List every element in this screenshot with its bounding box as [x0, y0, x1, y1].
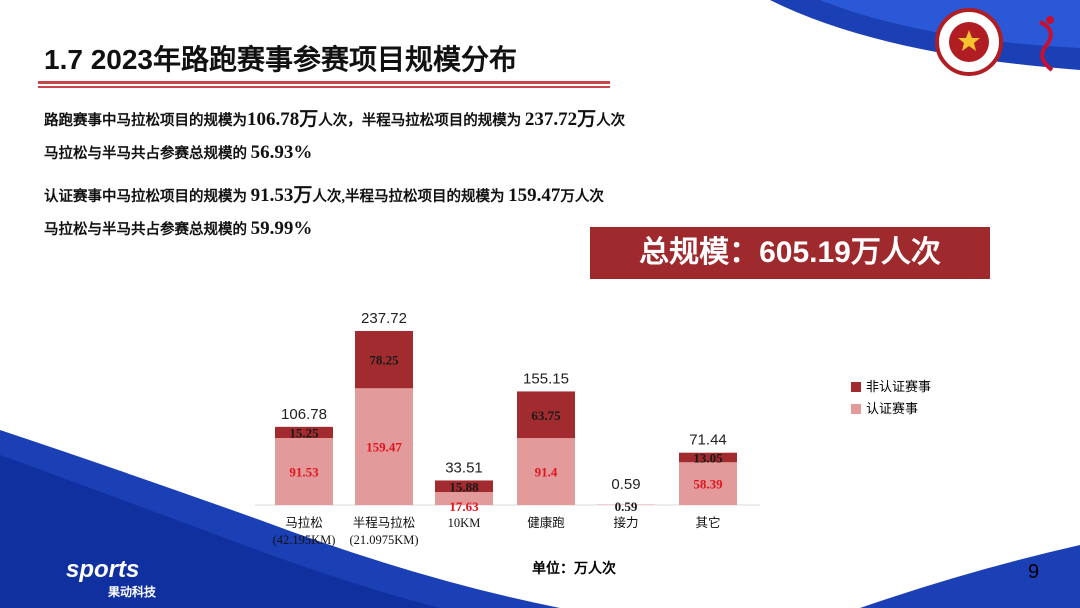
desc-highlight: 237.72万: [524, 109, 597, 130]
unit-note: 单位：万人次: [532, 560, 616, 576]
bottom-right-wave: [860, 545, 1080, 608]
data-label-total: 237.72: [361, 310, 407, 327]
description-line-1: 路跑赛事中马拉松项目的规模为106.78万人次，半程马拉松项目的规模为 237.…: [44, 104, 625, 131]
runner-logo-icon: [1039, 16, 1054, 72]
x-tick-label: 接力: [613, 515, 638, 530]
data-label-certified: 91.4: [535, 465, 558, 480]
brand-logo: sports: [66, 556, 140, 583]
data-label-total: 71.44: [689, 432, 727, 449]
bar-non-certified: [517, 391, 575, 439]
association-emblem: [935, 8, 1003, 76]
desc-highlight: 159.47: [508, 185, 561, 206]
description-line-2: 马拉松与半马共占参赛总规模的 56.93%: [44, 142, 312, 164]
data-label-total: 0.59: [611, 476, 640, 493]
x-tick-label: 半程马拉松: [353, 515, 416, 530]
bar-non-certified: [435, 480, 493, 493]
data-label-non-certified: 15.25: [289, 425, 319, 440]
bar-certified: [517, 438, 575, 505]
desc-text: 路跑赛事中马拉松项目的规模为: [44, 113, 247, 129]
total-scale-label: 总规模：605.19万人次: [639, 236, 941, 269]
x-tick-label: 马拉松: [285, 515, 323, 530]
data-label-non-certified: 63.75: [531, 408, 561, 423]
data-label-certified: 91.53: [289, 465, 319, 480]
desc-highlight: 56.93%: [250, 142, 313, 163]
data-label-certified: 0.59: [615, 499, 638, 514]
brand-logo-subtitle: 果动科技: [108, 585, 157, 599]
x-tick-label: 健康跑: [527, 515, 565, 530]
desc-text: 人次，半程马拉松项目的规模为: [318, 113, 525, 129]
desc-text: 人次: [596, 113, 626, 129]
title-rule-top: [38, 81, 610, 84]
legend-item-certified: 认证赛事: [851, 398, 918, 417]
bar-certified: [355, 388, 413, 505]
data-label-total: 33.51: [445, 459, 483, 476]
x-tick-label: (42.195KM): [273, 533, 336, 547]
bar-certified: [275, 438, 333, 505]
desc-highlight: 91.53万: [250, 185, 313, 206]
legend-item-non-certified: 非认证赛事: [851, 376, 931, 395]
data-label-total: 155.15: [523, 370, 569, 387]
desc-text: 万人次: [560, 189, 604, 205]
bottom-left-wave-light: [0, 455, 440, 608]
desc-text: 人次,半程马拉松项目的规模为: [312, 189, 509, 205]
description-line-4: 马拉松与半马共占参赛总规模的 59.99%: [44, 218, 312, 240]
page-number: 9: [1028, 561, 1040, 583]
data-label-total: 106.78: [281, 406, 327, 423]
data-label-non-certified: 15.88: [449, 479, 479, 494]
legend-swatch-certified: [851, 404, 861, 414]
bar-certified: [435, 492, 493, 505]
x-tick-label: 10KM: [448, 516, 481, 530]
bar-non-certified: [355, 330, 413, 389]
data-label-certified: 17.63: [449, 499, 479, 514]
x-tick-label: 其它: [695, 515, 720, 530]
data-label-non-certified: 78.25: [369, 353, 399, 368]
total-scale-box: 总规模：605.19万人次: [590, 227, 990, 279]
desc-highlight: 59.99%: [250, 218, 313, 239]
legend-label: 认证赛事: [866, 401, 919, 416]
data-label-non-certified: 13.05: [693, 450, 723, 465]
data-label-certified: 58.39: [693, 477, 723, 492]
x-tick-label: (21.0975KM): [349, 533, 418, 547]
bar-certified: [679, 462, 737, 505]
data-label-certified: 159.47: [366, 440, 402, 455]
slide-title: 1.7 2023年路跑赛事参赛项目规模分布: [44, 44, 517, 75]
desc-text: 马拉松与半马共占参赛总规模的: [44, 222, 251, 238]
description-line-3: 认证赛事中马拉松项目的规模为 91.53万人次,半程马拉松项目的规模为 159.…: [44, 180, 604, 207]
legend-label: 非认证赛事: [866, 379, 932, 394]
bar-non-certified: [679, 452, 737, 463]
desc-text: 认证赛事中马拉松项目的规模为: [44, 189, 251, 205]
desc-text: 马拉松与半马共占参赛总规模的: [44, 146, 251, 162]
title-rule-bottom: [38, 86, 610, 88]
legend-swatch-non-certified: [851, 382, 861, 392]
bar-non-certified: [275, 426, 333, 439]
desc-highlight: 106.78万: [247, 109, 319, 130]
